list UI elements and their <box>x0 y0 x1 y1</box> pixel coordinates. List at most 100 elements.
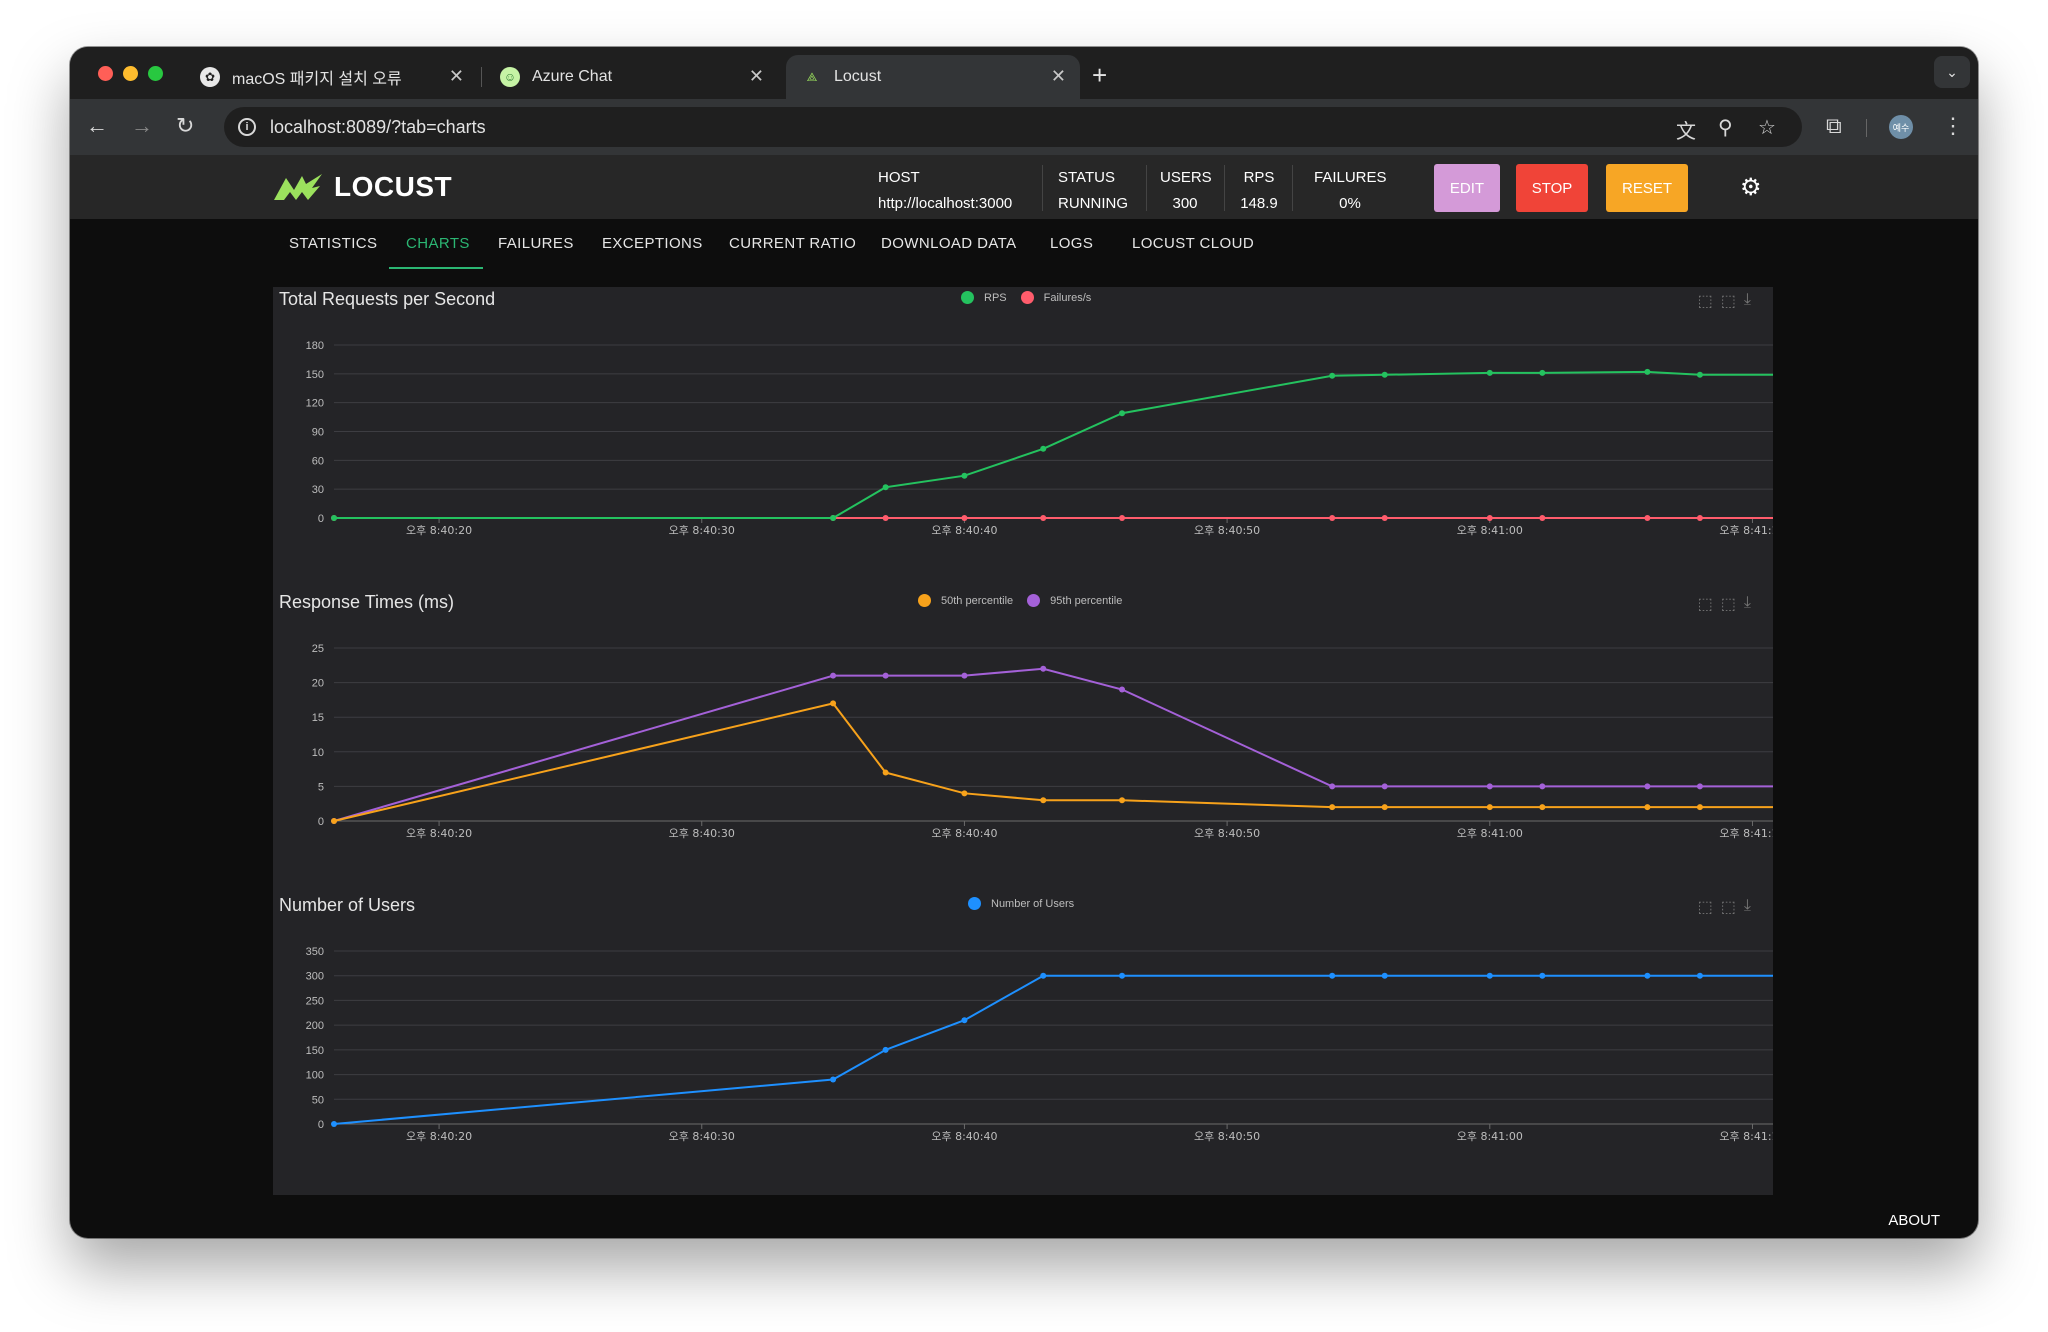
download-icon[interactable]: ⤓ <box>1743 291 1751 308</box>
maximize-window-button[interactable] <box>148 66 163 81</box>
data-point[interactable] <box>961 672 968 679</box>
legend-item-50th[interactable]: 50th percentile <box>918 594 1013 607</box>
edit-button[interactable]: EDIT <box>1434 164 1500 212</box>
data-point[interactable] <box>1119 686 1126 693</box>
minimize-window-button[interactable] <box>123 66 138 81</box>
data-point[interactable] <box>1040 665 1047 672</box>
site-info-icon[interactable]: i <box>238 118 256 136</box>
data-point[interactable] <box>1644 804 1651 811</box>
about-link[interactable]: ABOUT <box>1888 1212 1940 1229</box>
data-point[interactable] <box>1644 972 1651 979</box>
data-point[interactable] <box>882 515 889 521</box>
download-icon[interactable]: ⤓ <box>1743 594 1751 611</box>
data-point[interactable] <box>1381 515 1388 521</box>
extensions-puzzle-icon[interactable]: ⧉ <box>1826 113 1842 138</box>
data-point[interactable] <box>1119 972 1126 979</box>
data-point[interactable] <box>1696 371 1703 378</box>
tab-locust-cloud[interactable]: LOCUST CLOUD <box>1132 235 1255 252</box>
zoom-icon[interactable]: ⬚ <box>1697 596 1713 613</box>
data-point[interactable] <box>1329 804 1336 811</box>
translate-icon[interactable]: ⽂ <box>1676 121 1696 143</box>
reset-button[interactable]: RESET <box>1606 164 1688 212</box>
zoom-reset-icon[interactable]: ⬚ <box>1720 899 1736 916</box>
zoom-reset-icon[interactable]: ⬚ <box>1720 596 1736 613</box>
data-point[interactable] <box>1539 515 1546 521</box>
bookmark-star-icon[interactable]: ☆ <box>1758 117 1776 139</box>
data-point[interactable] <box>830 1076 837 1083</box>
tab-charts[interactable]: CHARTS <box>406 235 470 252</box>
data-point[interactable] <box>830 515 837 521</box>
close-tab-icon[interactable]: ✕ <box>748 66 764 86</box>
download-icon[interactable]: ⤓ <box>1743 897 1751 914</box>
data-point[interactable] <box>1486 804 1493 811</box>
data-point[interactable] <box>1329 372 1336 379</box>
data-point[interactable] <box>1381 972 1388 979</box>
data-point[interactable] <box>1486 972 1493 979</box>
back-arrow-icon[interactable]: ← <box>86 113 108 138</box>
data-point[interactable] <box>1644 783 1651 790</box>
zoom-icon[interactable]: ⬚ <box>1697 899 1713 916</box>
data-point[interactable] <box>1696 515 1703 521</box>
legend-item-failures[interactable]: Failures/s <box>1020 291 1091 304</box>
data-point[interactable] <box>1486 369 1493 376</box>
data-point[interactable] <box>1539 369 1546 376</box>
zoom-reset-icon[interactable]: ⬚ <box>1720 293 1736 310</box>
tab-exceptions[interactable]: EXCEPTIONS <box>602 235 703 252</box>
data-point[interactable] <box>1644 515 1651 521</box>
data-point[interactable] <box>1539 972 1546 979</box>
data-point[interactable] <box>1381 371 1388 378</box>
data-point[interactable] <box>961 1017 968 1024</box>
data-point[interactable] <box>331 1121 337 1127</box>
data-point[interactable] <box>1040 445 1047 452</box>
browser-tab-2[interactable]: ☺ Azure Chat ✕ <box>484 55 778 99</box>
more-menu-icon[interactable]: ⋮ <box>1942 113 1964 138</box>
tab-current-ratio[interactable]: CURRENT RATIO <box>729 235 857 252</box>
tab-logs[interactable]: LOGS <box>1050 235 1094 252</box>
tab-download-data[interactable]: DOWNLOAD DATA <box>881 235 1017 252</box>
data-point[interactable] <box>882 1046 889 1053</box>
locust-logo[interactable]: LOCUST <box>272 171 452 203</box>
data-point[interactable] <box>1040 797 1047 804</box>
zoom-icon[interactable]: ⚲ <box>1718 117 1733 139</box>
address-bar[interactable]: i localhost:8089/?tab=charts ⽂ ⚲ ☆ <box>224 107 1802 147</box>
data-point[interactable] <box>1696 783 1703 790</box>
data-point[interactable] <box>1329 972 1336 979</box>
data-point[interactable] <box>331 515 337 521</box>
data-point[interactable] <box>331 818 337 824</box>
legend-item-rps[interactable]: RPS <box>961 291 1007 304</box>
data-point[interactable] <box>1644 368 1651 375</box>
data-point[interactable] <box>1539 804 1546 811</box>
data-point[interactable] <box>1696 804 1703 811</box>
browser-tab-1[interactable]: ✿ macOS 패키지 설치 오류 ✕ <box>184 55 478 99</box>
data-point[interactable] <box>830 672 837 679</box>
data-point[interactable] <box>1486 515 1493 521</box>
data-point[interactable] <box>1119 515 1126 521</box>
data-point[interactable] <box>1119 410 1126 417</box>
data-point[interactable] <box>1381 804 1388 811</box>
settings-gear-icon[interactable]: ⚙ <box>1740 174 1762 201</box>
tab-statistics[interactable]: STATISTICS <box>289 235 378 252</box>
data-point[interactable] <box>1486 783 1493 790</box>
data-point[interactable] <box>882 484 889 491</box>
data-point[interactable] <box>1040 972 1047 979</box>
new-tab-icon[interactable]: + <box>1092 60 1108 90</box>
data-point[interactable] <box>1539 783 1546 790</box>
forward-arrow-icon[interactable]: → <box>131 113 153 138</box>
data-point[interactable] <box>1696 972 1703 979</box>
data-point[interactable] <box>1381 783 1388 790</box>
profile-avatar[interactable]: 예수 <box>1889 115 1913 139</box>
data-point[interactable] <box>830 700 837 707</box>
browser-tab-3[interactable]: ⟁ Locust ✕ <box>786 55 1080 99</box>
data-point[interactable] <box>1329 515 1336 521</box>
reload-icon[interactable]: ↻ <box>176 113 195 138</box>
stop-button[interactable]: STOP <box>1516 164 1588 212</box>
close-tab-icon[interactable]: ✕ <box>1050 66 1066 86</box>
data-point[interactable] <box>961 472 968 479</box>
tab-search-chevron-icon[interactable]: ⌄ <box>1934 56 1970 88</box>
data-point[interactable] <box>882 672 889 679</box>
tab-failures[interactable]: FAILURES <box>498 235 574 252</box>
zoom-icon[interactable]: ⬚ <box>1697 293 1713 310</box>
data-point[interactable] <box>961 790 968 797</box>
data-point[interactable] <box>961 515 968 521</box>
data-point[interactable] <box>882 769 889 776</box>
